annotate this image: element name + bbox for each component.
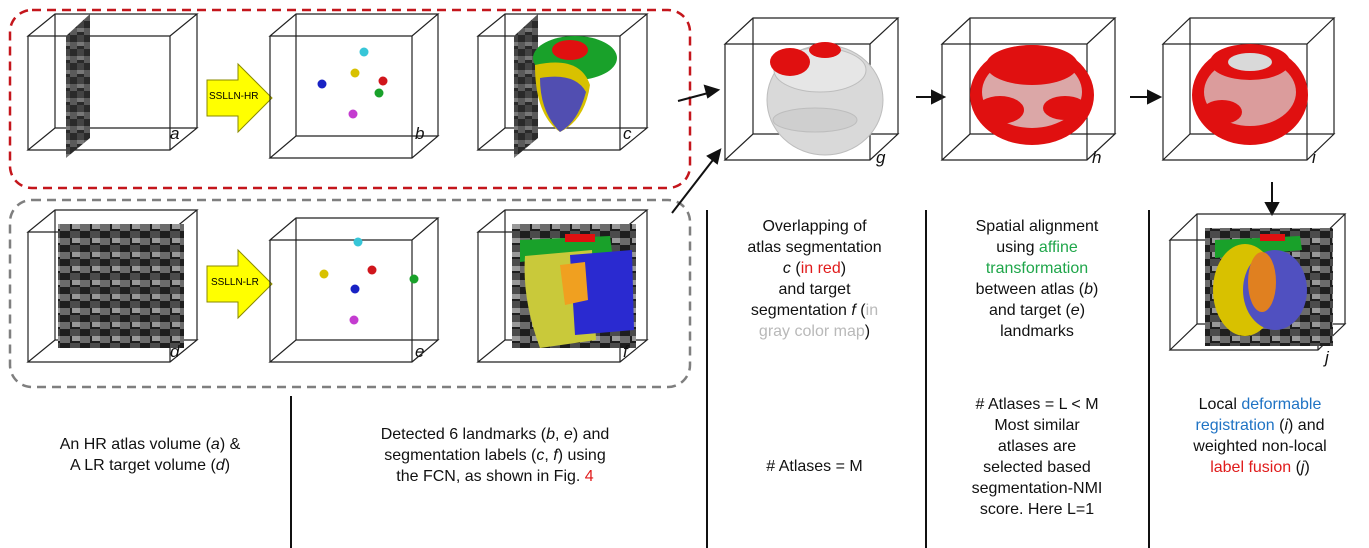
caption-landmark-detection: Detected 6 landmarks (b, e) and segmenta… [380, 426, 610, 485]
caption-overlap: Overlapping of atlas segmentation c (in … [747, 218, 882, 340]
panel-label-c: c [623, 124, 632, 143]
cube-i [1161, 17, 1336, 161]
hr-group-box [8, 8, 692, 190]
caption-input-volumes: An HR atlas volume (a) & A LR target vol… [59, 436, 241, 474]
divider-2 [706, 210, 708, 548]
figure-ref: 4 [584, 468, 594, 485]
caption-deformable: Local deformable registration (i) and we… [1193, 396, 1327, 476]
ssllnhr-label: SSLLN-HR [209, 91, 259, 102]
landmarks-e [319, 237, 419, 325]
panel-label-e: e [415, 342, 425, 361]
panel-label-j: j [1325, 348, 1329, 367]
flow-arrows [671, 84, 1280, 217]
divider-4 [1148, 210, 1150, 548]
divider-3 [925, 210, 927, 548]
ssllnhr-arrow [206, 62, 273, 134]
ssllnlr-label: SSLLN-LR [211, 277, 259, 288]
caption-atlases-m: # Atlases = M [766, 458, 863, 475]
landmarks-b [317, 47, 388, 119]
segmentation-c [533, 36, 617, 132]
cube-c [476, 13, 649, 151]
mri-slice-d [58, 224, 184, 348]
overlap-volume-g [766, 42, 884, 156]
panel-label-f: f [623, 342, 628, 361]
divider-1 [290, 396, 292, 548]
ssllnlr-arrow [206, 248, 273, 320]
cube-b [268, 13, 440, 159]
caption-atlas-selection: # Atlases = L < M Most similar atlases a… [971, 396, 1103, 518]
segmentation-f [520, 234, 634, 348]
cube-e [268, 217, 440, 363]
mri-slice-c [514, 14, 538, 158]
aligned-volume-h [970, 45, 1094, 145]
panel-label-d: d [170, 342, 180, 361]
lr-group-box [8, 198, 692, 389]
fused-labels-j [1213, 234, 1307, 336]
cube-a [26, 13, 199, 151]
panel-label-a: a [170, 124, 180, 143]
panel-label-b: b [415, 124, 425, 143]
deformed-volume-i [1192, 44, 1308, 145]
caption-affine: Spatial alignment using affine transform… [975, 218, 1099, 340]
panel-label-g: g [876, 148, 886, 167]
panel-label-i: i [1312, 148, 1316, 167]
panel-label-h: h [1092, 148, 1102, 167]
mri-slice-a [66, 14, 90, 158]
